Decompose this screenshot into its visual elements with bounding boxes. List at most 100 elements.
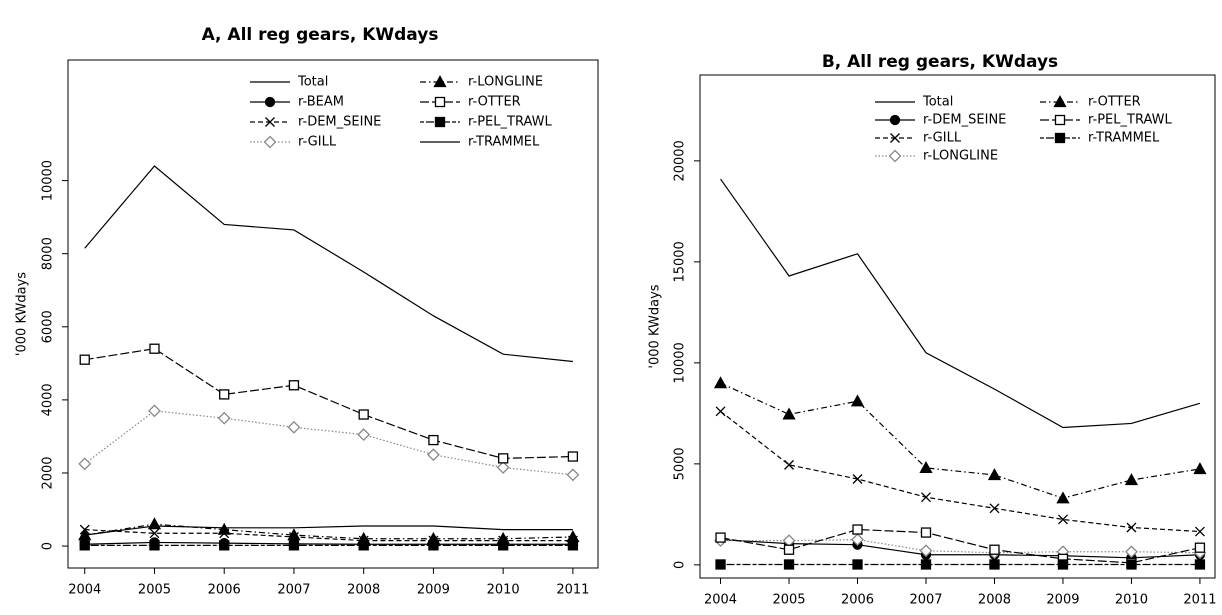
marker [287,528,301,541]
marker [567,451,579,462]
legend-label: r-OTTER [468,95,521,110]
x-tick-label: 2010 [1115,593,1148,608]
series-line [720,539,1200,554]
marker [852,524,863,535]
marker [1057,559,1069,570]
marker [989,544,1000,555]
marker [1056,491,1070,504]
x-tick-label: 2007 [277,583,310,598]
legend-marker [263,135,277,149]
legend-marker [890,133,900,143]
y-tick-label: 0 [673,561,688,569]
marker [288,380,300,391]
legend-marker [888,149,902,163]
series-line [720,528,1201,564]
marker [1058,514,1068,525]
series-line [84,525,573,536]
legend-marker [434,116,446,128]
marker [784,459,794,470]
marker [428,434,439,446]
x-tick-label: 2010 [487,583,520,598]
marker [1125,545,1138,559]
marker [358,540,369,551]
marker [715,532,726,543]
marker [1194,526,1205,537]
series-line [84,541,573,545]
marker [1126,559,1137,570]
marker [920,559,932,570]
legend-marker [264,96,276,108]
legend-marker [434,96,446,108]
x-tick-label: 2005 [138,583,171,598]
marker [219,540,230,551]
series-line [84,410,573,476]
marker [79,540,90,551]
chart-title: A, All reg gears, KWdays [202,25,439,45]
x-tick-label: 2004 [704,593,737,608]
marker [852,559,863,570]
x-tick-label: 2011 [556,583,589,598]
marker [989,503,1000,514]
legend-label: Total [922,95,953,110]
marker [850,394,865,407]
y-tick-label: 10000 [673,342,688,383]
marker [287,420,301,434]
legend-marker [1053,95,1067,108]
y-tick-label: 20000 [673,140,688,181]
legend-marker [1053,95,1067,108]
x-tick-label: 2008 [347,583,380,598]
marker [989,559,1000,570]
marker [217,522,231,535]
marker [782,407,796,420]
x-tick-label: 2011 [1183,593,1216,608]
marker [783,544,795,555]
y-tick-label: 10000 [41,160,56,201]
legend-label: r-OTTER [1088,95,1141,110]
legend-marker [1054,114,1066,126]
series-line [720,410,1200,533]
marker [358,409,369,420]
marker [921,492,931,503]
legend-marker [434,116,446,128]
legend-label: r-GILL [923,131,962,146]
legend-marker [265,117,275,127]
marker [715,406,726,417]
y-tick-label: 15000 [673,241,688,282]
series-line [84,165,573,363]
legend-marker [1054,132,1066,144]
plot-frame [699,74,1216,579]
legend-marker [888,149,902,163]
marker [219,389,230,400]
marker [1193,462,1207,475]
legend-label: Total [297,75,328,90]
marker [566,468,580,482]
series-line [84,523,573,540]
series-line [720,178,1201,429]
legend-label: r-TRAMMEL [468,135,540,150]
marker [1124,473,1139,486]
marker [147,517,162,530]
x-tick-label: 2004 [68,583,101,598]
legend-label: r-GILL [298,135,337,150]
y-tick-label: 4000 [41,383,56,416]
legend-marker [264,96,276,108]
legend-label: r-DEM_SEINE [298,115,381,130]
y-axis-label: '000 KWdays [15,272,30,356]
marker [427,448,440,462]
y-tick-label: 5000 [673,447,688,480]
legend-label: r-PEL_TRAWL [468,115,552,130]
marker [1194,542,1206,553]
legend-marker [890,133,900,143]
series-line [84,529,573,542]
legend-label: r-DEM_SEINE [923,113,1006,128]
legend-marker [433,75,447,88]
marker [149,343,160,354]
y-tick-label: 6000 [41,310,56,343]
marker [567,540,579,551]
x-tick-label: 2005 [772,593,805,608]
marker [919,461,933,474]
legend-marker [265,117,275,127]
legend-marker [889,114,901,126]
series-line [720,382,1201,499]
